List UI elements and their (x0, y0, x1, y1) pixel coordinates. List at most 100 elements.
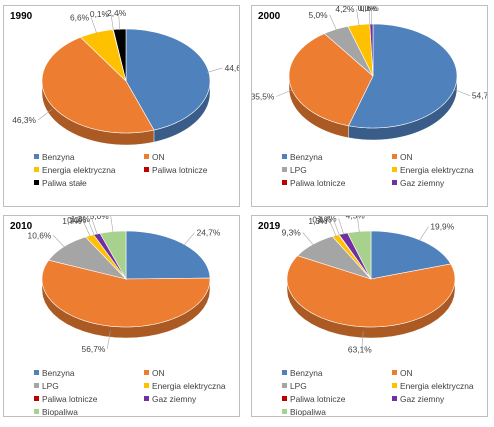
leader-line (207, 67, 223, 73)
data-label-on: 56,7% (82, 344, 106, 354)
leader-line (418, 226, 429, 242)
legend-item-gaz-ziemny: Gaz ziemny (392, 178, 444, 188)
legend-swatch (282, 409, 287, 414)
legend-item-energia-elektryczna: Energia elektryczna (392, 165, 474, 175)
pie-chart-svg: 19,9% 63,1% 9,3% 1,3%0,1%1,7% 4,5% (282, 216, 456, 355)
legend-item-benzyna: Benzyna (34, 152, 75, 162)
legend-item-energia-elektryczna: Energia elektryczna (144, 381, 226, 391)
legend-swatch (392, 154, 397, 159)
legend-label: Energia elektryczna (400, 381, 474, 391)
leader-line (90, 17, 97, 34)
legend-item-on: ON (392, 152, 413, 162)
data-label-benzyna: 19,9% (430, 222, 454, 232)
legend-item-biopaliwa: Biopaliwa (34, 407, 78, 416)
pie-slice-benzyna (125, 230, 211, 280)
legend-swatch (392, 167, 397, 172)
legend-swatch (392, 180, 397, 185)
data-label-on: 35,5% (252, 92, 275, 102)
leader-line (302, 232, 314, 246)
leader-line (276, 89, 292, 97)
legend-item-paliwa-lotnicze: Paliwa lotnicze (282, 394, 345, 404)
legend-swatch (144, 167, 149, 172)
data-label-energia-elektryczna: 1,3% (308, 216, 328, 226)
legend-label: Energia elektryczna (152, 381, 226, 391)
legend-label: Paliwa lotnicze (290, 394, 346, 404)
legend-item-gaz-ziemny: Gaz ziemny (144, 394, 196, 404)
legend-swatch (392, 396, 397, 401)
legend-label: Benzyna (290, 152, 323, 162)
leader-line (110, 13, 114, 31)
leader-line (329, 14, 337, 31)
leader-line (183, 232, 195, 246)
legend-label: Energia elektryczna (42, 165, 116, 175)
legend-label: Paliwa stałe (42, 178, 87, 188)
legend-item-paliwa-lotnicze: Paliwa lotnicze (282, 178, 345, 188)
leader-line (91, 218, 98, 235)
data-label-biopaliwa: 4,5% (346, 216, 366, 221)
chart-title: 1990 (10, 11, 33, 22)
legend-swatch (144, 383, 149, 388)
data-label-benzyna: 54,7% (472, 91, 488, 101)
chart-panel-1990: 1990 44,6% 46,3% 6,6%0,1%2,4% Benzyna ON Ene… (3, 5, 240, 207)
pie-slice-benzyna (125, 28, 211, 131)
legend-item-benzyna: Benzyna (282, 152, 323, 162)
legend-label: ON (152, 368, 165, 378)
legend-label: ON (400, 152, 413, 162)
data-label-lpg: 5,0% (309, 10, 329, 20)
legend-label: LPG (290, 381, 307, 391)
legend-swatch (34, 383, 39, 388)
legend-item-biopaliwa: Biopaliwa (282, 407, 326, 417)
legend-swatch (282, 180, 287, 185)
legend-label: LPG (290, 165, 307, 175)
legend-swatch (34, 409, 39, 414)
leader-line (87, 219, 95, 236)
pie-slice-benzyna (348, 23, 458, 129)
legend-item-energia-elektryczna: Energia elektryczna (392, 381, 474, 391)
legend-swatch (34, 180, 39, 185)
legend-swatch (34, 167, 39, 172)
leader-line (83, 221, 91, 237)
data-label-benzyna: 24,7% (197, 228, 221, 238)
leader-line (454, 89, 471, 96)
legend-label: Gaz ziemny (152, 394, 197, 404)
leader-line (338, 218, 345, 235)
leader-line (333, 219, 340, 236)
legend-swatch (282, 383, 287, 388)
leader-line (110, 216, 114, 233)
data-label-lpg: 10,6% (28, 230, 52, 240)
data-label-gaz-ziemny: 1,7% (318, 216, 338, 224)
pie-chart-svg: 44,6% 46,3% 6,6%0,1%2,4% (12, 8, 239, 146)
leader-line (356, 216, 360, 233)
data-label-energia-elektryczna: 4,2% (335, 6, 355, 14)
pie-slice-on (41, 259, 211, 328)
legend-label: Energia elektryczna (400, 165, 474, 175)
legend-label: Biopaliwa (290, 407, 326, 417)
pie-slice-benzyna (370, 230, 452, 280)
leader-line (118, 13, 121, 31)
legend-label: Benzyna (42, 368, 75, 378)
pie-slice-lpg (48, 236, 127, 280)
legend-label: Paliwa lotnicze (42, 394, 98, 404)
legend-item-gaz-ziemny: Gaz ziemny (392, 394, 444, 404)
chart-title: 2000 (258, 11, 281, 22)
data-label-paliwa-stale: 2,4% (107, 8, 127, 18)
data-label-energia-elektryczna: 1,7% (62, 216, 82, 226)
data-label-lpg: 9,3% (282, 228, 302, 238)
legend-item-lpg: LPG (34, 381, 59, 391)
legend-item-on: ON (392, 368, 413, 378)
legend-item-benzyna: Benzyna (34, 368, 75, 378)
legend-swatch (144, 370, 149, 375)
leader-line (361, 331, 364, 350)
data-label-paliwa-lotnicze: 0,1% (312, 216, 332, 225)
legend-label: Paliwa lotnicze (152, 165, 208, 175)
legend-item-lpg: LPG (282, 381, 307, 391)
data-label-biopaliwa: 5,0% (90, 216, 110, 221)
legend-swatch (282, 396, 287, 401)
legend-item-paliwa-stale: Paliwa stałe (34, 178, 87, 188)
pie-chart-svg: 54,7% 35,5% 5,0% 4,2%0,0%0,6% (252, 6, 488, 141)
data-label-gaz-ziemny: 1,3% (71, 216, 91, 224)
data-label-paliwa-lotnicze: 0,0% (67, 216, 87, 225)
pie-slice-on (286, 255, 456, 328)
legend-swatch (144, 396, 149, 401)
data-label-paliwa-lotnicze: 0,0% (358, 6, 378, 13)
